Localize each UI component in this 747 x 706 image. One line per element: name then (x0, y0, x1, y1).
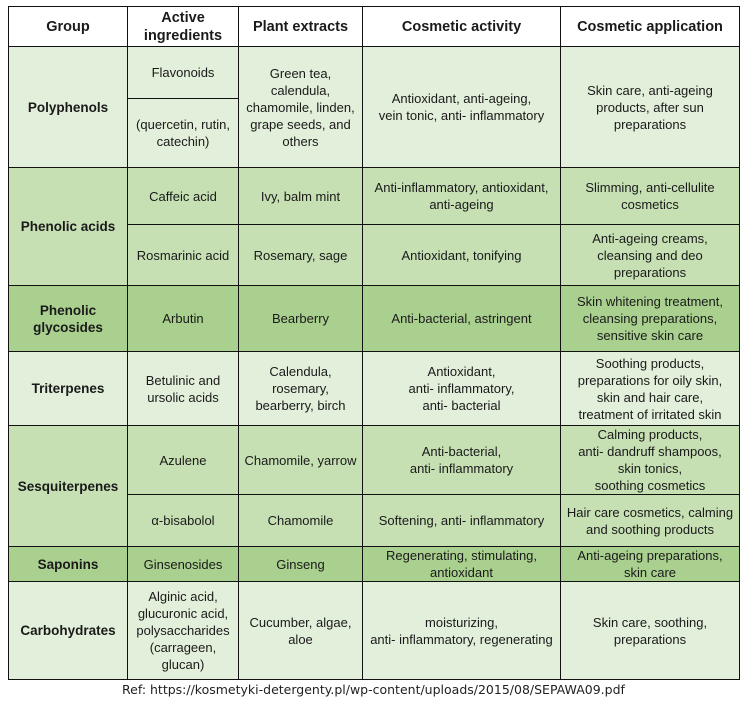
header-cosmetic-activity: Cosmetic activity (362, 6, 561, 47)
extracts-cell: Cucumber, algae, aloe (238, 581, 363, 680)
active-cell: Ginsenosides (127, 546, 239, 582)
application-cell: Skin whitening treatment, cleansing prep… (560, 285, 740, 352)
group-cell: Carbohydrates (8, 581, 128, 680)
active-cell: Alginic acid, glucuronic acid, polysacch… (127, 581, 239, 680)
application-cell: Slimming, anti-cellulite cosmetics (560, 167, 740, 225)
application-cell: Hair care cosmetics, calming and soothin… (560, 494, 740, 547)
application-cell: Skin care, soothing, preparations (560, 581, 740, 680)
application-cell: Skin care, anti-ageing products, after s… (560, 46, 740, 168)
activity-cell: moisturizing, anti- inflammatory, regene… (362, 581, 561, 680)
activity-cell: Anti-inflammatory, antioxidant, anti-age… (362, 167, 561, 225)
table-row-sesquiterpenes: Sesquiterpenes Azulene Chamomile, yarrow… (8, 425, 740, 547)
table-row-polyphenols-sub: (quercetin, rutin, catechin) (9, 98, 740, 168)
active-cell: α-bisabolol (127, 494, 239, 547)
table-row-phenolic-acids-sub: Rosmarinic acid Rosemary, sage Antioxida… (9, 224, 740, 286)
application-cell: Anti-ageing preparations, skin care (560, 546, 740, 582)
extracts-cell: Chamomile (238, 494, 363, 547)
activity-cell: Anti-bacterial, anti- inflammatory (362, 425, 561, 495)
cosmetic-ingredients-table: Group Active ingredients Plant extracts … (8, 6, 740, 680)
group-cell: Triterpenes (8, 351, 128, 426)
activity-cell: Antioxidant, anti- inflammatory, anti- b… (362, 351, 561, 426)
activity-cell: Anti-bacterial, astringent (362, 285, 561, 352)
table-row-triterpenes: Triterpenes Betulinic and ursolic acids … (8, 351, 740, 426)
activity-cell: Softening, anti- inflammatory (362, 494, 561, 547)
active-cell: Arbutin (127, 285, 239, 352)
active-cell: Betulinic and ursolic acids (127, 351, 239, 426)
application-cell: Calming products, anti- dandruff shampoo… (560, 425, 740, 495)
extracts-cell: Ginseng (238, 546, 363, 582)
table-row-polyphenols: Polyphenols Flavonoids Green tea, calend… (8, 46, 740, 168)
application-cell: Anti-ageing creams, cleansing and deo pr… (560, 224, 740, 286)
group-cell: Phenolic glycosides (8, 285, 128, 352)
table-row-phenolic-glycosides: Phenolic glycosides Arbutin Bearberry An… (8, 285, 740, 352)
extracts-cell: Bearberry (238, 285, 363, 352)
activity-cell: Antioxidant, tonifying (362, 224, 561, 286)
active-cell: Azulene (127, 425, 239, 495)
activity-cell: Regenerating, stimulating, antioxidant (362, 546, 561, 582)
table-row-saponins: Saponins Ginsenosides Ginseng Regenerati… (8, 546, 740, 582)
table-row-carbohydrates: Carbohydrates Alginic acid, glucuronic a… (8, 581, 740, 680)
header-row: Group Active ingredients Plant extracts … (8, 6, 740, 47)
group-cell: Sesquiterpenes (8, 425, 128, 547)
header-group: Group (8, 6, 128, 47)
extracts-cell: Green tea, calendula, chamomile, linden,… (238, 46, 363, 168)
header-cosmetic-application: Cosmetic application (560, 6, 740, 47)
active-cell: Flavonoids (127, 46, 239, 99)
application-cell: Soothing products, preparations for oily… (560, 351, 740, 426)
table-row-phenolic-acids: Phenolic acids Caffeic acid Ivy, balm mi… (8, 167, 740, 286)
active-cell: Caffeic acid (127, 167, 239, 225)
extracts-cell: Calendula, rosemary, bearberry, birch (238, 351, 363, 426)
header-active-ingredients: Active ingredients (127, 6, 239, 47)
activity-cell: Antioxidant, anti-ageing, vein tonic, an… (362, 46, 561, 168)
group-cell: Polyphenols (8, 46, 128, 168)
active-cell: Rosmarinic acid (127, 224, 239, 286)
extracts-cell: Chamomile, yarrow (238, 425, 363, 495)
extracts-cell: Rosemary, sage (238, 224, 363, 286)
reference-caption: Ref: https://kosmetyki-detergenty.pl/wp-… (122, 682, 625, 697)
group-cell: Phenolic acids (8, 167, 128, 286)
header-plant-extracts: Plant extracts (238, 6, 363, 47)
active-cell: (quercetin, rutin, catechin) (127, 98, 239, 168)
extracts-cell: Ivy, balm mint (238, 167, 363, 225)
group-cell: Saponins (8, 546, 128, 582)
